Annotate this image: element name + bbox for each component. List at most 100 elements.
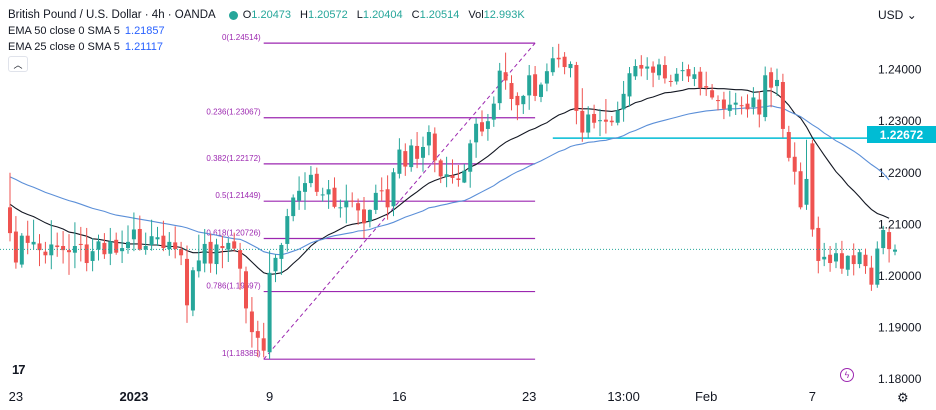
candle-body [456, 178, 461, 180]
candle-body [131, 229, 136, 240]
candle-body [149, 236, 154, 245]
candle-body [603, 119, 608, 122]
candle-body [615, 110, 620, 123]
candle-body [409, 145, 414, 168]
candle [686, 64, 691, 82]
candle-body [822, 256, 827, 260]
candle-body [279, 244, 284, 259]
candle-body [450, 175, 455, 178]
ohlc-open: O1.20473 [242, 9, 292, 21]
candle [61, 231, 66, 264]
candle [25, 220, 30, 255]
candle-body [798, 171, 803, 208]
x-tick-label: 7 [809, 389, 816, 404]
candle [792, 142, 797, 185]
ohlc-close: C1.20514 [411, 9, 460, 21]
candle-body [662, 64, 667, 79]
candle [308, 166, 313, 188]
ema50-legend[interactable]: EMA 50 close 0 SMA 5 1.21857 [8, 25, 165, 37]
candle-body [185, 258, 189, 306]
x-axis: 23 2023 9 16 23 13:00 Feb 7 [9, 389, 816, 404]
tradingview-logo-icon[interactable]: 17 [12, 362, 26, 377]
candle-body [155, 237, 160, 240]
gear-icon[interactable]: ⚙ [897, 390, 909, 405]
candle-body [167, 241, 172, 250]
candle-body [291, 197, 296, 217]
candle [863, 248, 868, 274]
y-tick-label: 1.19000 [878, 320, 922, 334]
candle-body [851, 255, 856, 265]
symbol-title[interactable]: British Pound / U.S. Dollar · 4h · OANDA [8, 9, 216, 21]
candle [214, 238, 219, 275]
candle [615, 101, 620, 126]
ema25-legend[interactable]: EMA 25 close 0 SMA 5 1.21117 [8, 41, 164, 53]
candle-body [326, 189, 331, 195]
candle [403, 143, 408, 176]
candle [727, 90, 732, 117]
candle [881, 225, 886, 255]
candle-body [202, 243, 207, 264]
candle [185, 245, 189, 323]
candle [763, 66, 768, 122]
candle-body [120, 248, 125, 252]
candle [226, 238, 231, 262]
candle-body [515, 95, 520, 106]
candle-body [497, 70, 502, 104]
candle [208, 233, 213, 273]
candle [769, 67, 774, 108]
candle [857, 249, 862, 269]
candle [432, 127, 437, 173]
candle [220, 235, 225, 269]
candle [474, 118, 479, 158]
candle [674, 68, 679, 85]
candle-body [633, 66, 638, 77]
candle-body [763, 75, 768, 118]
candle-body [367, 209, 372, 222]
candle-body [362, 209, 366, 224]
fib-level-label: 0.5(1.21449) [215, 191, 261, 200]
candle [721, 91, 726, 120]
candle-body [403, 151, 408, 167]
candle-body [657, 64, 661, 76]
candle [161, 220, 166, 252]
chevron-up-icon: ︿ [13, 59, 23, 70]
candle-body [639, 64, 644, 69]
candle [126, 225, 130, 254]
candle-body [786, 132, 791, 158]
candle [426, 125, 431, 156]
candle [621, 80, 626, 122]
x-tick-label: 23 [522, 389, 536, 404]
candle [780, 73, 785, 138]
candle-body [651, 66, 656, 73]
candle-body [214, 244, 219, 265]
candle-body [574, 64, 579, 111]
candle [692, 67, 697, 87]
candle [273, 254, 278, 283]
candle [196, 234, 201, 278]
lightning-icon[interactable]: ϟ [840, 368, 854, 382]
currency-selector[interactable]: USD ⌄ [878, 8, 917, 22]
candle [314, 167, 319, 196]
candle-body [308, 174, 313, 184]
market-status-icon [228, 10, 238, 20]
candle-body [863, 254, 868, 267]
candle [261, 322, 266, 358]
collapse-legend-button[interactable]: ︿ [8, 56, 28, 72]
candle-body [485, 121, 490, 129]
candle-body [721, 99, 726, 109]
candle-body [285, 216, 290, 244]
candle-body [686, 69, 691, 77]
candle [598, 108, 602, 137]
candle [108, 227, 113, 266]
candle [90, 238, 95, 272]
candle-body [90, 251, 95, 261]
candles [8, 43, 897, 359]
chart-legend: British Pound / U.S. Dollar · 4h · OANDA… [8, 8, 529, 56]
candle [255, 320, 260, 357]
candle-body [379, 190, 384, 192]
ohlc-low: L1.20404 [356, 9, 403, 21]
candle [893, 244, 897, 256]
candle-body [668, 80, 673, 82]
candle [84, 227, 89, 272]
